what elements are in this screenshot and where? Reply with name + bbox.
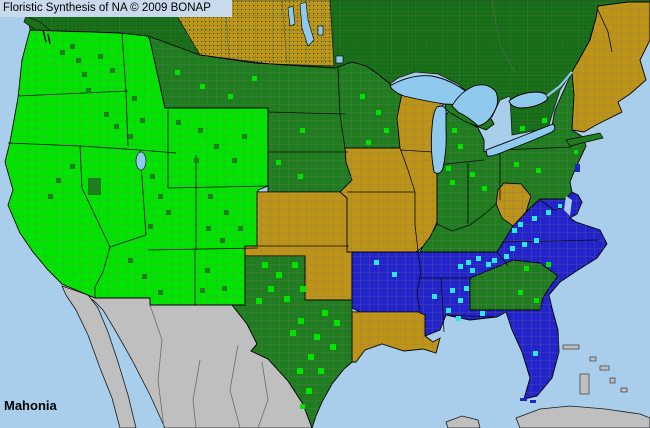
great-lakes [42, 29, 573, 216]
blue-counties [575, 164, 580, 172]
mexico-region [61, 285, 650, 428]
taxon-label: Mahonia [4, 398, 57, 413]
long-island [565, 132, 604, 147]
state-borders [7, 9, 613, 333]
manitoba-lakes [287, 1, 344, 64]
chesapeake-bay [564, 196, 572, 216]
florida-keys [520, 398, 536, 403]
st-lawrence-river [546, 71, 573, 97]
puget-sound [42, 29, 51, 45]
title-bar: Floristic Synthesis of NA © 2009 BONAP [0, 0, 232, 17]
great-salt-lake [135, 151, 147, 171]
us-region [4, 1, 650, 428]
bahamas-islands [562, 344, 628, 395]
dark-green-counties [48, 44, 247, 295]
bright-green-counties [175, 70, 578, 409]
cyan-counties [374, 204, 562, 356]
page-title: Floristic Synthesis of NA © 2009 BONAP [3, 2, 211, 14]
